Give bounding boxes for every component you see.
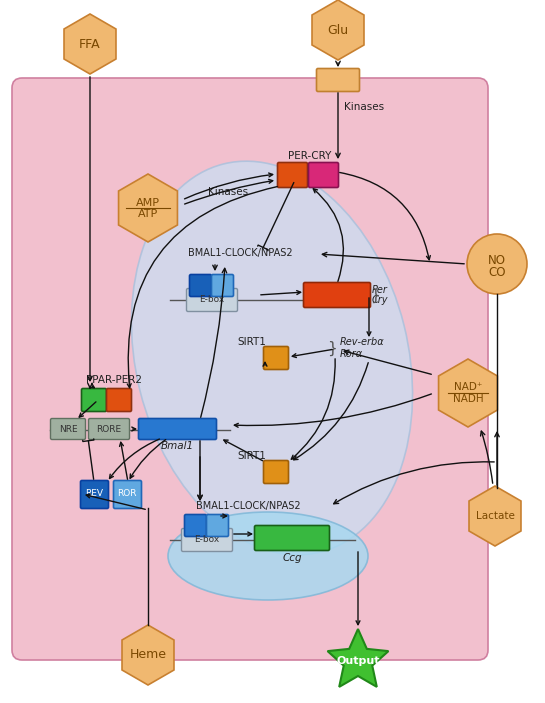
Text: SIRT1: SIRT1 [238, 451, 267, 461]
FancyBboxPatch shape [317, 68, 360, 91]
Text: }: } [327, 340, 337, 356]
Text: NAD⁺: NAD⁺ [454, 382, 482, 392]
Text: RORE: RORE [96, 425, 122, 434]
Text: BMAL1-CLOCK/NPAS2: BMAL1-CLOCK/NPAS2 [196, 501, 300, 511]
Polygon shape [119, 174, 178, 242]
Polygon shape [439, 359, 498, 427]
Text: NADH: NADH [453, 394, 483, 404]
FancyBboxPatch shape [185, 515, 207, 536]
Text: CO: CO [488, 266, 506, 278]
Polygon shape [328, 629, 389, 687]
FancyBboxPatch shape [211, 274, 233, 297]
Polygon shape [122, 625, 174, 685]
FancyBboxPatch shape [304, 283, 371, 307]
FancyBboxPatch shape [277, 162, 307, 188]
FancyBboxPatch shape [181, 529, 233, 551]
Text: E-box: E-box [195, 534, 220, 543]
Text: Ccg: Ccg [282, 553, 302, 563]
FancyBboxPatch shape [51, 418, 86, 439]
Circle shape [467, 234, 527, 294]
Text: PER-CRY: PER-CRY [288, 151, 332, 161]
Text: SIRT1: SIRT1 [238, 337, 267, 347]
FancyBboxPatch shape [263, 347, 288, 370]
FancyBboxPatch shape [308, 162, 338, 188]
FancyBboxPatch shape [81, 480, 108, 508]
Text: REV: REV [85, 489, 103, 498]
Text: NO: NO [488, 254, 506, 266]
Ellipse shape [131, 161, 413, 555]
Text: PPAR-PER2: PPAR-PER2 [86, 375, 142, 385]
Text: Lactate: Lactate [476, 511, 514, 521]
Text: Glu: Glu [328, 23, 349, 37]
Text: }: } [370, 288, 380, 302]
Text: ROR: ROR [117, 489, 137, 498]
Polygon shape [64, 14, 116, 74]
FancyBboxPatch shape [186, 288, 238, 311]
Ellipse shape [168, 512, 368, 600]
Text: Output: Output [336, 656, 380, 666]
Text: Kinases: Kinases [208, 187, 248, 197]
Text: AMP: AMP [136, 198, 160, 208]
FancyBboxPatch shape [190, 274, 211, 297]
Text: NRE: NRE [59, 425, 77, 434]
Text: FFA: FFA [79, 37, 101, 51]
Text: Rorα: Rorα [340, 349, 363, 359]
Polygon shape [469, 486, 521, 546]
FancyBboxPatch shape [207, 515, 228, 536]
FancyBboxPatch shape [113, 480, 142, 508]
FancyBboxPatch shape [82, 389, 106, 411]
FancyBboxPatch shape [255, 526, 330, 550]
Text: Per: Per [372, 285, 388, 295]
Text: Cry: Cry [372, 295, 389, 305]
Polygon shape [312, 0, 364, 60]
FancyBboxPatch shape [138, 418, 216, 439]
FancyBboxPatch shape [106, 389, 131, 411]
FancyBboxPatch shape [12, 78, 488, 660]
FancyBboxPatch shape [263, 460, 288, 484]
Text: BMAL1-CLOCK/NPAS2: BMAL1-CLOCK/NPAS2 [187, 248, 292, 258]
FancyBboxPatch shape [88, 418, 130, 439]
Text: E-box: E-box [199, 295, 225, 304]
Text: Kinases: Kinases [344, 102, 384, 112]
Text: Heme: Heme [130, 648, 167, 662]
Text: Rev-erbα: Rev-erbα [340, 337, 385, 347]
Text: Bmal1: Bmal1 [160, 441, 193, 451]
Text: ATP: ATP [138, 209, 158, 219]
